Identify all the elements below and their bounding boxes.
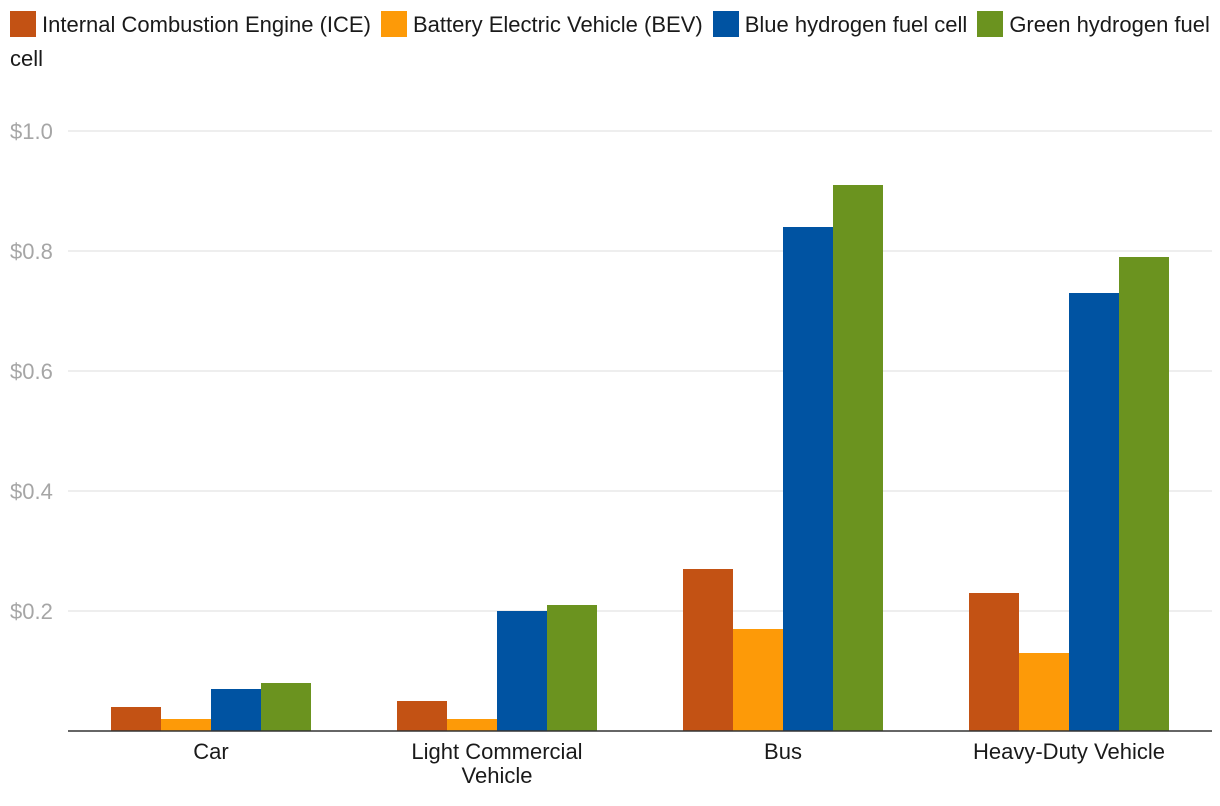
legend-label: Internal Combustion Engine (ICE) (42, 12, 371, 37)
legend-item-1: Internal Combustion Engine (ICE) (10, 11, 371, 37)
y-tick-label: $0.6 (10, 359, 53, 384)
bar-1-4 (969, 593, 1019, 731)
bar-4-4 (1119, 257, 1169, 731)
legend-label: Blue hydrogen fuel cell (744, 12, 968, 37)
legend-swatch (10, 11, 36, 37)
legend-swatch (380, 11, 407, 37)
chart-legend: Internal Combustion Engine (ICE) Battery … (10, 8, 1210, 76)
x-category-label-line: Car (193, 739, 228, 764)
bar-3-1 (211, 689, 261, 731)
legend-item-2: Battery Electric Vehicle (BEV) (380, 11, 703, 37)
y-tick-label: $0.2 (10, 599, 53, 624)
legend-item-4: Green hydrogen fuel cell (10, 11, 1210, 71)
x-category-label-line: Light Commercial (411, 739, 582, 764)
bar-3-4 (1069, 293, 1119, 731)
bar-2-1 (161, 719, 211, 731)
x-category-label-line: Heavy-Duty Vehicle (973, 739, 1165, 764)
y-tick-label: $0.8 (10, 239, 53, 264)
bar-1-3 (683, 569, 733, 731)
y-tick-label: $0.4 (10, 479, 53, 504)
x-category-label: Light Commercial Vehicle (411, 739, 582, 788)
bar-2-4 (1019, 653, 1069, 731)
bar-3-2 (497, 611, 547, 731)
bar-1-2 (397, 701, 447, 731)
legend-label: Green hydrogen fuel cell (10, 12, 1210, 71)
bar-4-2 (547, 605, 597, 731)
x-category-label: Car (193, 739, 228, 764)
x-category-label-line: Vehicle (462, 763, 533, 788)
legend-swatch (977, 11, 1004, 37)
x-category-label: Heavy-Duty Vehicle (973, 739, 1165, 764)
bar-4-1 (261, 683, 311, 731)
x-category-label: Bus (764, 739, 802, 764)
legend-item-3: Blue hydrogen fuel cell (712, 11, 968, 37)
legend-swatch (712, 11, 739, 37)
bar-2-2 (447, 719, 497, 731)
bar-3-3 (783, 227, 833, 731)
x-category-label-line: Bus (764, 739, 802, 764)
bar-1-1 (111, 707, 161, 731)
bar-4-3 (833, 185, 883, 731)
y-tick-label: $1.0 (10, 119, 53, 144)
legend-label: Battery Electric Vehicle (BEV) (412, 12, 703, 37)
bar-2-3 (733, 629, 783, 731)
